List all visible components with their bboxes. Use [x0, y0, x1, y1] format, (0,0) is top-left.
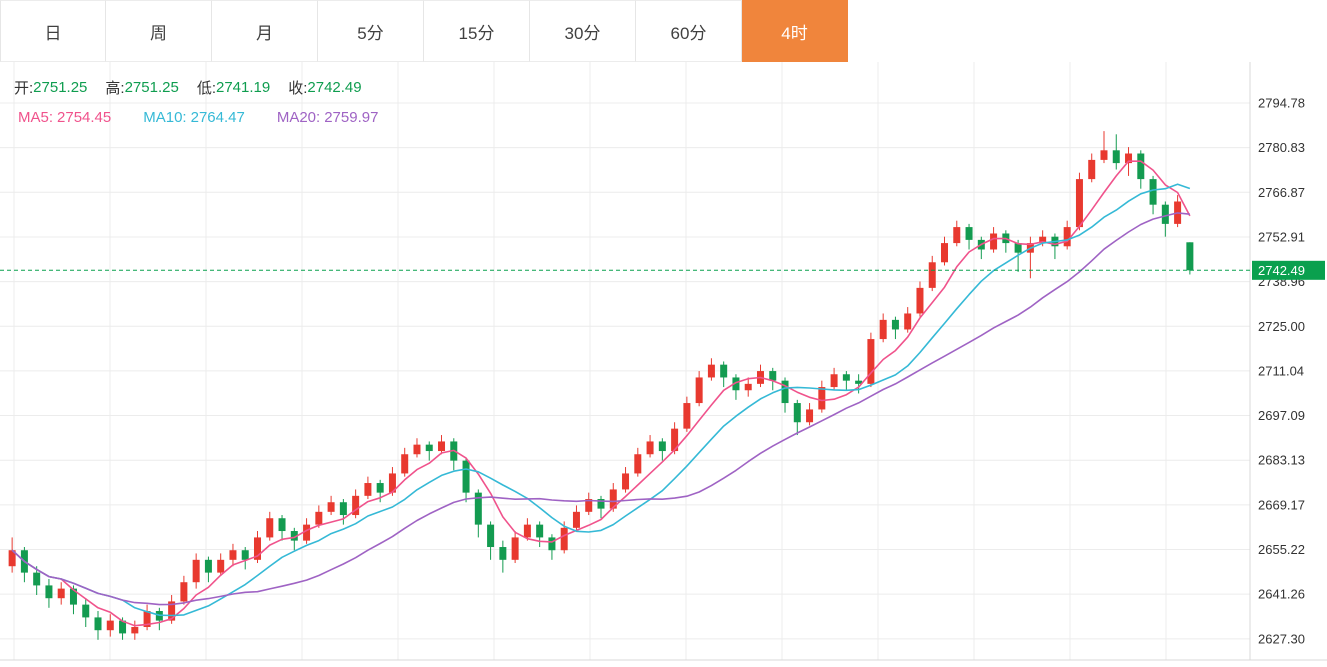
- tab-30min[interactable]: 30分: [530, 0, 636, 62]
- svg-text:2780.83: 2780.83: [1258, 140, 1305, 155]
- ohlc-info: 开: 2751.25 高: 2751.25 低: 2741.19 收: 2742…: [14, 72, 380, 132]
- tab-week[interactable]: 周: [106, 0, 212, 62]
- high-label: 高:: [105, 79, 125, 97]
- svg-text:2711.04: 2711.04: [1258, 363, 1304, 378]
- open-value: 2751.25: [33, 78, 88, 96]
- ohlc-row: 开: 2751.25 高: 2751.25 低: 2741.19 收: 2742…: [14, 72, 380, 102]
- close-value: 2742.49: [307, 78, 362, 96]
- tab-day[interactable]: 日: [0, 0, 106, 62]
- tab-60min[interactable]: 60分: [636, 0, 742, 62]
- candlestick-chart[interactable]: 2794.782780.832766.872752.912738.962725.…: [0, 62, 1327, 667]
- svg-text:2766.87: 2766.87: [1258, 185, 1305, 200]
- ma5-legend: MA5: 2754.45: [14, 109, 111, 126]
- low-label: 低:: [196, 79, 216, 97]
- tab-5min[interactable]: 5分: [318, 0, 424, 62]
- tab-month[interactable]: 月: [212, 0, 318, 62]
- tab-15min[interactable]: 15分: [424, 0, 530, 62]
- ma5-value: 2754.45: [57, 108, 112, 126]
- svg-text:2742.49: 2742.49: [1258, 263, 1305, 278]
- ma20-value: 2759.97: [324, 108, 379, 126]
- ma20-label: MA20:: [276, 108, 321, 126]
- ma-row: MA5: 2754.45 MA10: 2764.47 MA20: 2759.97: [14, 102, 380, 132]
- svg-text:2697.09: 2697.09: [1258, 408, 1305, 423]
- chart-area: 2794.78 2780.83 2766.87 2752.91 2738.96 2725.…: [0, 62, 1327, 667]
- svg-text:2752.91: 2752.91: [1258, 229, 1305, 244]
- svg-text:2655.22: 2655.22: [1258, 542, 1305, 557]
- ma20-legend: MA20: 2759.97: [273, 109, 379, 126]
- ma10-label: MA10:: [143, 108, 187, 126]
- high-value: 2751.25: [124, 78, 179, 96]
- svg-text:2683.13: 2683.13: [1258, 453, 1305, 468]
- tab-4hour[interactable]: 4时: [742, 0, 848, 62]
- close-label: 收:: [288, 79, 308, 97]
- timeframe-tabbar: 日 周 月 5分 15分 30分 60分 4时: [0, 0, 1327, 62]
- ma10-legend: MA10: 2764.47: [139, 109, 245, 126]
- ma5-label: MA5:: [18, 108, 54, 126]
- svg-text:2725.00: 2725.00: [1258, 319, 1305, 334]
- ma10-value: 2764.47: [190, 108, 245, 126]
- svg-text:2641.26: 2641.26: [1258, 587, 1305, 602]
- low-value: 2741.19: [215, 78, 271, 96]
- svg-text:2794.78: 2794.78: [1258, 96, 1305, 111]
- svg-text:2669.17: 2669.17: [1258, 497, 1305, 512]
- svg-text:2627.30: 2627.30: [1258, 631, 1305, 646]
- open-label: 开:: [14, 79, 34, 97]
